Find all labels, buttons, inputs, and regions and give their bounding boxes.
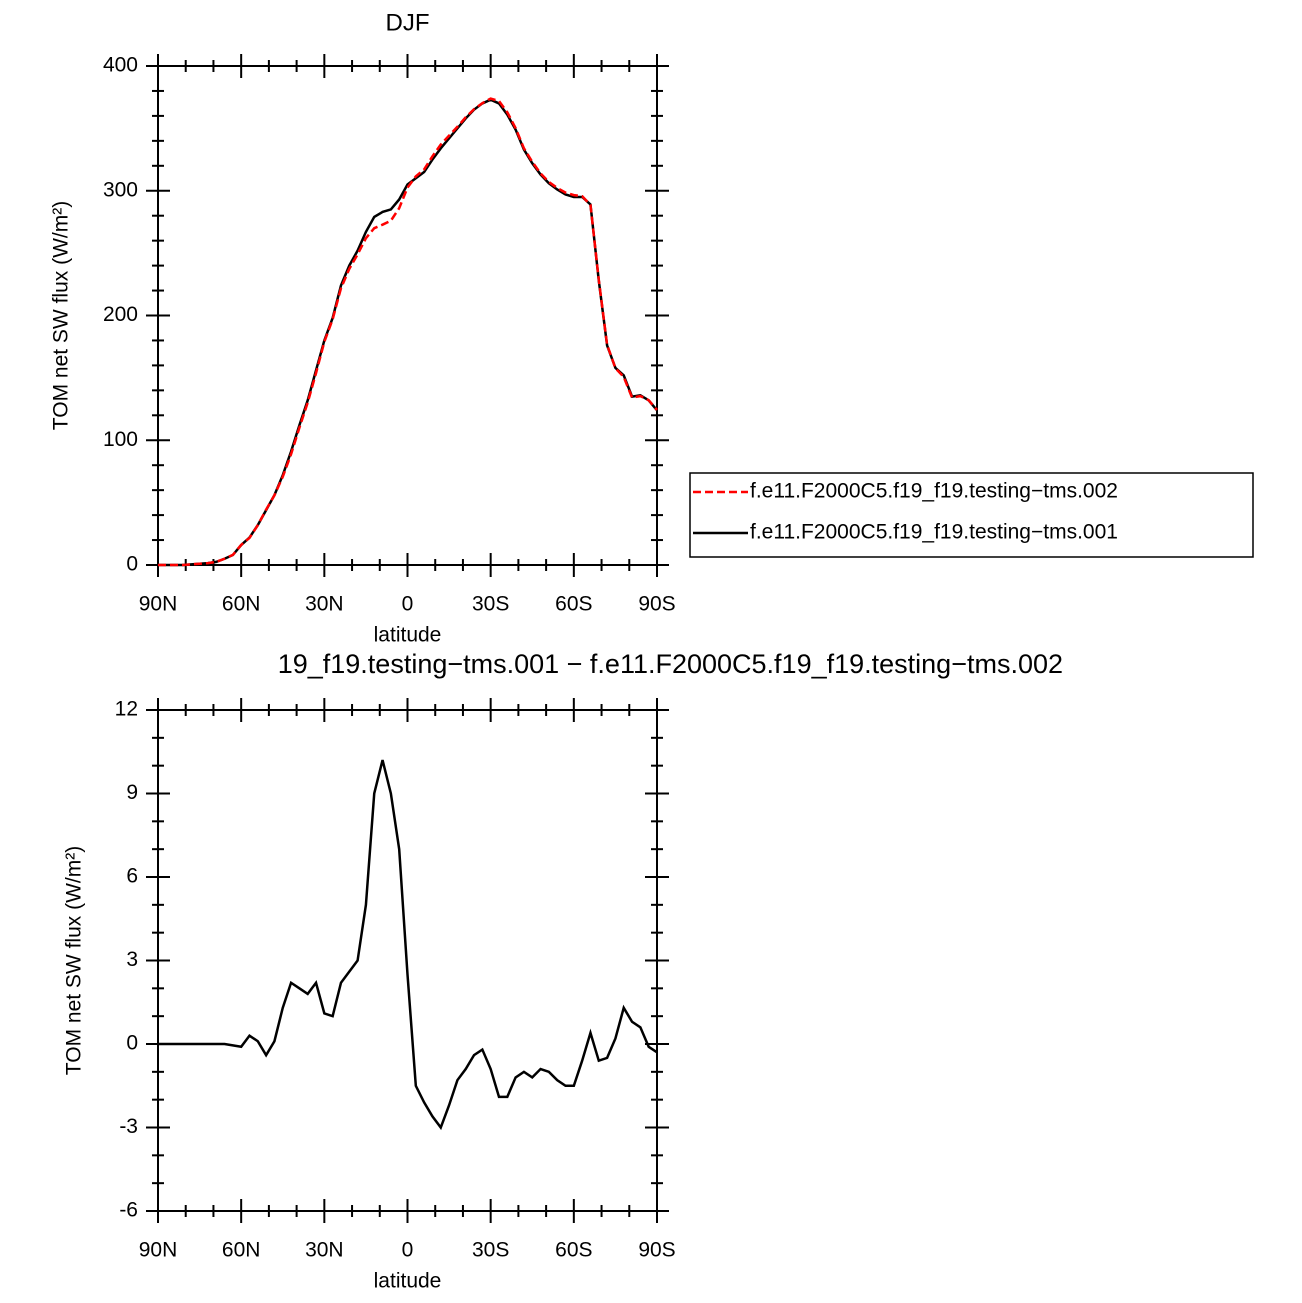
x-tick-label: 30S (472, 593, 509, 616)
x-axis-label: latitude (374, 624, 442, 647)
x-tick-label: 90S (638, 593, 675, 616)
y-tick-label: 0 (126, 553, 138, 576)
y-tick-label: 100 (103, 428, 138, 451)
legend-box (689, 472, 1254, 558)
data-line (158, 98, 658, 567)
plot-frame (157, 65, 658, 566)
y-tick-label: 12 (115, 698, 138, 721)
x-axis-label: latitude (374, 1270, 442, 1293)
y-axis-label: TOM net SW flux (W/m²) (50, 201, 73, 430)
y-tick-label: 200 (103, 303, 138, 326)
y-tick-label: 9 (126, 781, 138, 804)
x-tick-label: 60S (555, 1239, 592, 1262)
x-tick-label: 30S (472, 1239, 509, 1262)
y-tick-label: 300 (103, 178, 138, 201)
y-tick-label: 400 (103, 54, 138, 77)
legend-label: f.e11.F2000C5.f19_f19.testing−tms.001 (750, 521, 1118, 544)
x-tick-label: 0 (402, 593, 414, 616)
chart-title: DJF (386, 9, 430, 36)
x-tick-label: 30N (305, 593, 344, 616)
x-tick-label: 90S (638, 1239, 675, 1262)
data-line (158, 759, 658, 1131)
chart-title: 19_f19.testing−tms.001 − f.e11.F2000C5.f… (278, 649, 1063, 679)
x-tick-label: 90N (139, 593, 178, 616)
x-tick-label: 0 (402, 1239, 414, 1262)
x-tick-label: 60S (555, 593, 592, 616)
y-tick-label: 6 (126, 865, 138, 888)
x-tick-label: 60N (222, 1239, 261, 1262)
plot-frame (157, 709, 658, 1212)
y-axis-label: TOM net SW flux (W/m²) (63, 846, 86, 1075)
data-line (158, 97, 658, 567)
y-tick-label: -3 (119, 1115, 138, 1138)
legend-label: f.e11.F2000C5.f19_f19.testing−tms.002 (750, 480, 1118, 503)
x-tick-label: 60N (222, 593, 261, 616)
y-tick-label: 0 (126, 1032, 138, 1055)
y-tick-label: 3 (126, 948, 138, 971)
y-tick-label: -6 (119, 1199, 138, 1222)
x-tick-label: 30N (305, 1239, 344, 1262)
x-tick-label: 90N (139, 1239, 178, 1262)
